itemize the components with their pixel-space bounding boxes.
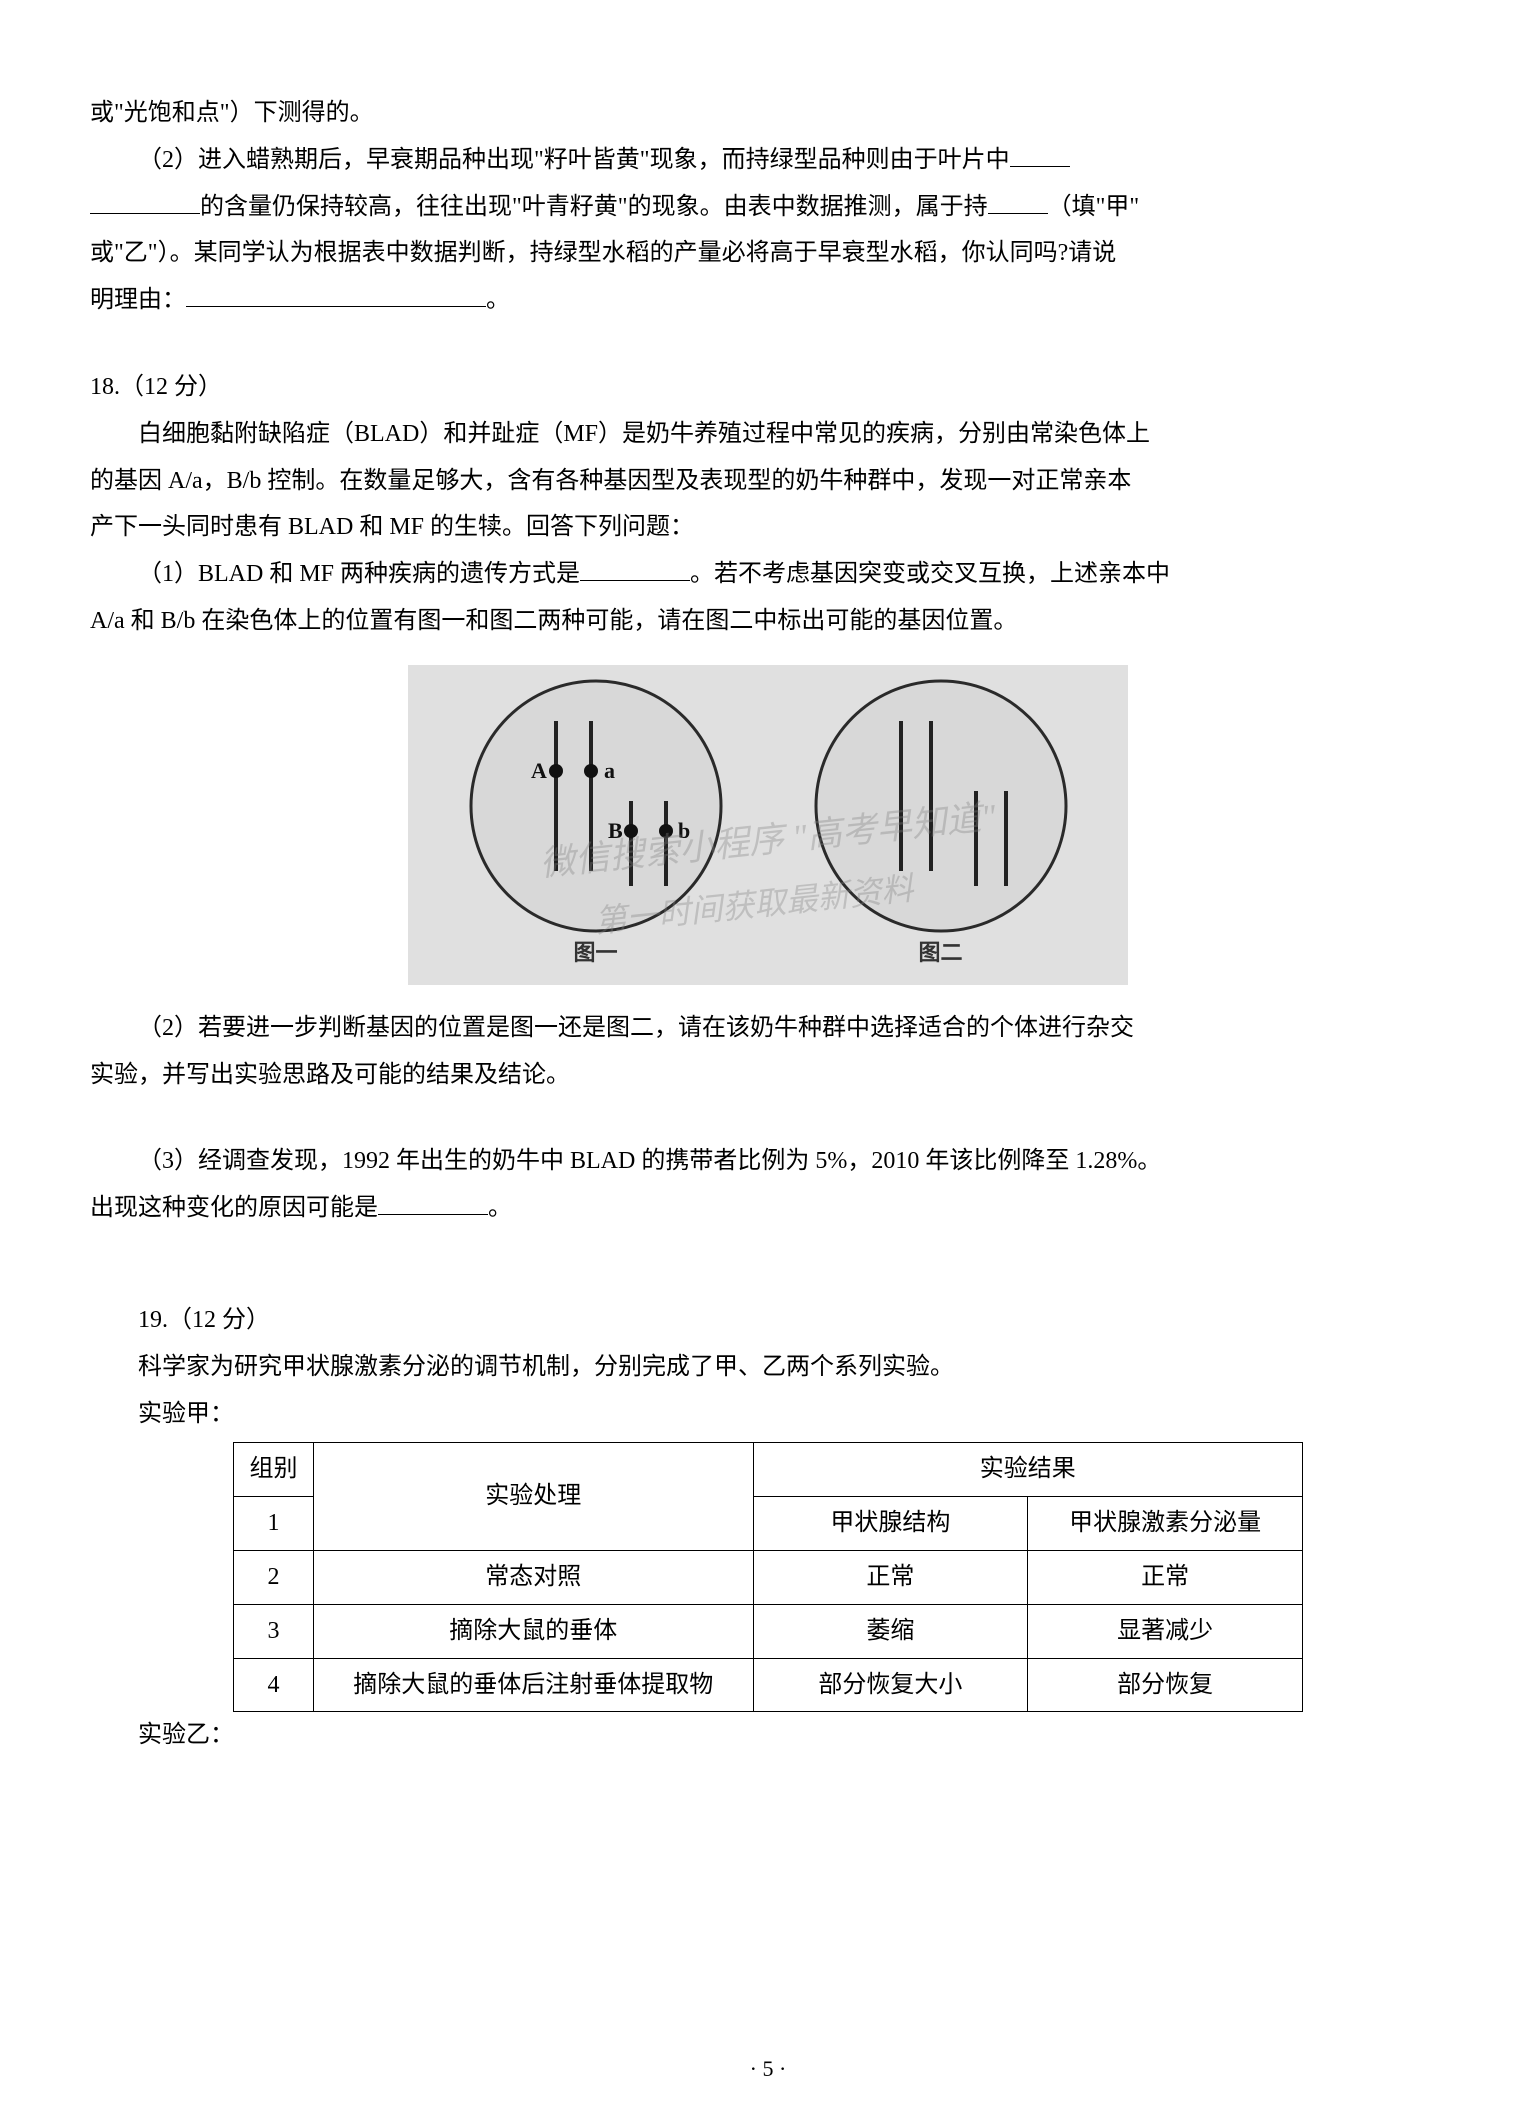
q17-line1: 或"光饱和点"）下测得的。 <box>90 90 1446 137</box>
figure-two-label: 图二 <box>918 932 962 975</box>
figure-one-label: 图一 <box>573 932 617 975</box>
text: 出现这种变化的原因可能是 <box>90 1195 378 1221</box>
svg-text:a: a <box>604 758 615 783</box>
figure-one: A a B b 图一 <box>456 676 736 973</box>
text: 。若不考虑基因突变或交叉互换，上述亲本中 <box>690 561 1170 587</box>
text: 白细胞黏附缺陷症（BLAD）和并趾症（MF）是奶牛养殖过程中常见的疾病，分别由常… <box>138 421 1150 447</box>
q18-p2: 实验，并写出实验思路及可能的结果及结论。 <box>90 1052 1446 1099</box>
text: （填"甲" <box>1048 194 1140 220</box>
text: 的含量仍保持较高，往往出现"叶青籽黄"的现象。由表中数据推测，属于持 <box>200 194 988 220</box>
experiment-table: 组别实验处理实验结果1甲状腺结构甲状腺激素分泌量2常态对照正常正常3摘除大鼠的垂… <box>233 1442 1303 1712</box>
q18-p1: A/a 和 B/b 在染色体上的位置有图一和图二两种可能，请在图二中标出可能的基… <box>90 598 1446 645</box>
q18-p3: （3）经调查发现，1992 年出生的奶牛中 BLAD 的携带者比例为 5%，20… <box>90 1138 1446 1185</box>
cell-one-svg: A a B b <box>456 676 736 956</box>
text: 18.（12 分） <box>90 374 222 400</box>
chromosome-figure: A a B b 图一 图二 微信搜索小程序 "高考早知道" 第一时间获取最新资料 <box>408 665 1128 985</box>
svg-text:B: B <box>608 818 623 843</box>
text: 。 <box>486 287 510 313</box>
text: 明理由： <box>90 287 186 313</box>
text: 19.（12 分） <box>138 1307 270 1333</box>
text: 产下一头同时患有 BLAD 和 MF 的生犊。回答下列问题： <box>90 514 694 540</box>
text: 实验乙： <box>138 1722 234 1748</box>
text: 科学家为研究甲状腺激素分泌的调节机制，分别完成了甲、乙两个系列实验。 <box>138 1354 954 1380</box>
text: （2）若要进一步判断基因的位置是图一还是图二，请在该奶牛种群中选择适合的个体进行… <box>138 1015 1134 1041</box>
q18-p2: （2）若要进一步判断基因的位置是图一还是图二，请在该奶牛种群中选择适合的个体进行… <box>90 1005 1446 1052</box>
text: 的基因 A/a，B/b 控制。在数量足够大，含有各种基因型及表现型的奶牛种群中，… <box>90 468 1131 494</box>
q17-part2: （2）进入蜡熟期后，早衰期品种出现"籽叶皆黄"现象，而持绿型品种则由于叶片中 的… <box>90 137 1446 324</box>
cell-two-svg <box>801 676 1081 956</box>
text: 实验，并写出实验思路及可能的结果及结论。 <box>90 1062 570 1088</box>
text: A/a 和 B/b 在染色体上的位置有图一和图二两种可能，请在图二中标出可能的基… <box>90 608 1017 634</box>
q18-intro: 的基因 A/a，B/b 控制。在数量足够大，含有各种基因型及表现型的奶牛种群中，… <box>90 458 1446 505</box>
q19-exp-b: 实验乙： <box>90 1712 1446 1759</box>
text: 或"乙"）。某同学认为根据表中数据判断，持绿型水稻的产量必将高于早衰型水稻，你认… <box>90 240 1116 266</box>
text: 或"光饱和点"）下测得的。 <box>90 100 374 126</box>
text: 。 <box>488 1195 512 1221</box>
q18-p1: （1）BLAD 和 MF 两种疾病的遗传方式是 。若不考虑基因突变或交叉互换，上述… <box>90 551 1446 598</box>
figure-two: 图二 <box>801 676 1081 973</box>
blank <box>90 190 200 214</box>
text: （3）经调查发现，1992 年出生的奶牛中 BLAD 的携带者比例为 5%，20… <box>138 1148 1161 1174</box>
svg-text:A: A <box>531 758 547 783</box>
blank <box>378 1191 488 1215</box>
text: （2）进入蜡熟期后，早衰期品种出现"籽叶皆黄"现象，而持绿型品种则由于叶片中 <box>138 147 1010 173</box>
q18-intro: 产下一头同时患有 BLAD 和 MF 的生犊。回答下列问题： <box>90 504 1446 551</box>
blank <box>988 190 1048 214</box>
text: 实验甲： <box>138 1401 234 1427</box>
q18-number: 18.（12 分） <box>90 364 1446 411</box>
q18-p3: 出现这种变化的原因可能是 。 <box>90 1185 1446 1232</box>
blank <box>580 557 690 581</box>
q18-intro: 白细胞黏附缺陷症（BLAD）和并趾症（MF）是奶牛养殖过程中常见的疾病，分别由常… <box>90 411 1446 458</box>
page-number: · 5 · <box>750 2048 787 2091</box>
svg-text:b: b <box>678 818 690 843</box>
q19-exp-a: 实验甲： <box>90 1391 1446 1438</box>
q19-number: 19.（12 分） <box>90 1297 1446 1344</box>
blank <box>186 283 486 307</box>
text: （1）BLAD 和 MF 两种疾病的遗传方式是 <box>138 561 580 587</box>
blank <box>1010 143 1070 167</box>
q19-intro: 科学家为研究甲状腺激素分泌的调节机制，分别完成了甲、乙两个系列实验。 <box>90 1344 1446 1391</box>
